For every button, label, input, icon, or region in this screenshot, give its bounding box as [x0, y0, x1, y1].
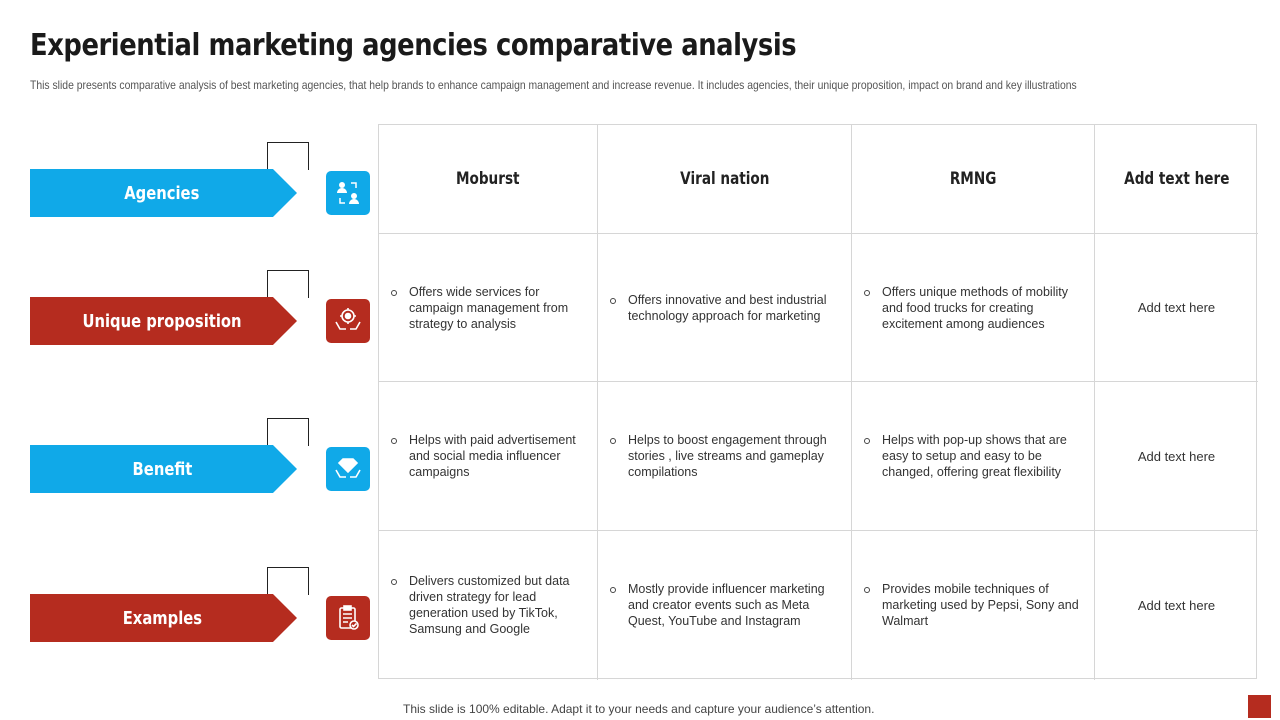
- column-header-viral-nation: Viral nation: [598, 125, 852, 234]
- comparison-table: Moburst Viral nation RMNG Add text here …: [378, 124, 1258, 680]
- connector-line: [267, 142, 309, 170]
- table-cell: Helps with paid advertisement and social…: [379, 382, 598, 531]
- unique-proposition-arrow-label: Unique proposition: [30, 297, 297, 345]
- row-label-agencies: Agencies: [30, 142, 370, 222]
- table-cell: Offers unique methods of mobility and fo…: [852, 234, 1095, 382]
- page-title: Experiential marketing agencies comparat…: [30, 28, 797, 63]
- column-header-add-text: Add text here: [1095, 125, 1258, 234]
- diamond-hands-icon: [326, 447, 370, 491]
- table-cell: Helps to boost engagement through storie…: [598, 382, 852, 531]
- table-cell: Add text here: [1095, 234, 1258, 382]
- bullet-icon: [610, 438, 616, 444]
- row-label-examples: Examples: [30, 567, 370, 647]
- target-hands-icon: [326, 299, 370, 343]
- bullet-icon: [864, 438, 870, 444]
- connector-line: [267, 418, 309, 446]
- bullet-icon: [610, 298, 616, 304]
- table-cell: Offers innovative and best industrial te…: [598, 234, 852, 382]
- footer-note: This slide is 100% editable. Adapt it to…: [403, 702, 875, 716]
- bullet-icon: [391, 579, 397, 585]
- table-cell: Add text here: [1095, 382, 1258, 531]
- bullet-icon: [610, 587, 616, 593]
- row-label-unique-proposition: Unique proposition: [30, 270, 370, 350]
- row-label-benefit: Benefit: [30, 418, 370, 498]
- corner-accent: [1248, 695, 1271, 718]
- bullet-icon: [391, 290, 397, 296]
- bullet-icon: [391, 438, 397, 444]
- table-cell: Provides mobile techniques of marketing …: [852, 531, 1095, 680]
- agencies-arrow-label: Agencies: [30, 169, 297, 217]
- examples-arrow-label: Examples: [30, 594, 297, 642]
- benefit-arrow-label: Benefit: [30, 445, 297, 493]
- people-exchange-icon: [326, 171, 370, 215]
- bullet-icon: [864, 290, 870, 296]
- table-cell: Mostly provide influencer marketing and …: [598, 531, 852, 680]
- table-cell: Offers wide services for campaign manage…: [379, 234, 598, 382]
- page-subtitle: This slide presents comparative analysis…: [30, 78, 1077, 92]
- bullet-icon: [864, 587, 870, 593]
- table-cell: Helps with pop-up shows that are easy to…: [852, 382, 1095, 531]
- clipboard-check-icon: [326, 596, 370, 640]
- table-cell: Add text here: [1137, 598, 1216, 613]
- column-header-rmng: RMNG: [852, 125, 1095, 234]
- table-cell: Delivers customized but data driven stra…: [379, 531, 598, 680]
- connector-line: [267, 270, 309, 298]
- connector-line: [267, 567, 309, 595]
- column-header-moburst: Moburst: [379, 125, 598, 234]
